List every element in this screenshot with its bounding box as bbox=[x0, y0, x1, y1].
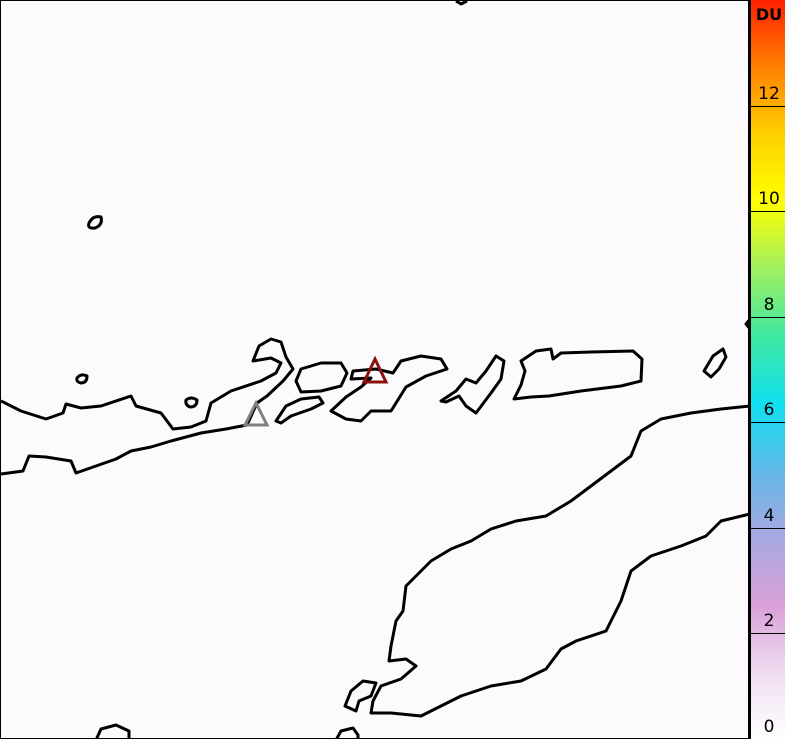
colorbar-tick bbox=[751, 527, 785, 529]
colorbar: DU 0 2 4 6 8 10 12 bbox=[749, 0, 785, 739]
colorbar-tick-label: 6 bbox=[763, 400, 775, 421]
volcano-triangle-icon-active[interactable] bbox=[361, 355, 389, 384]
colorbar-tick-label: 10 bbox=[758, 189, 780, 210]
colorbar-tick-label: 12 bbox=[758, 83, 780, 104]
island-small-3 bbox=[184, 396, 199, 409]
island-9 bbox=[702, 347, 728, 379]
island-small-1 bbox=[87, 215, 103, 230]
colorbar-unit: DU bbox=[755, 5, 783, 24]
colorbar-tick-label: 4 bbox=[763, 505, 775, 526]
colorbar-tick bbox=[751, 316, 785, 318]
island-bottom-1 bbox=[94, 723, 131, 739]
island-small-4 bbox=[343, 679, 378, 713]
island-timor bbox=[369, 404, 751, 718]
colorbar-tick bbox=[751, 105, 785, 107]
island-5 bbox=[274, 395, 325, 425]
coastline-map bbox=[0, 0, 752, 739]
island-edge bbox=[744, 318, 752, 330]
colorbar-tick-label: 0 bbox=[763, 717, 775, 737]
colorbar-tick-label: 2 bbox=[763, 611, 775, 632]
colorbar-tick bbox=[751, 422, 785, 424]
island-flores bbox=[0, 337, 295, 476]
island-small-2 bbox=[75, 373, 89, 385]
colorbar-tick bbox=[751, 633, 785, 635]
island-bottom-2 bbox=[334, 726, 360, 739]
island-8 bbox=[512, 347, 644, 401]
island-6 bbox=[329, 354, 449, 423]
island-top bbox=[455, 0, 468, 6]
island-7 bbox=[439, 354, 506, 415]
island-4 bbox=[294, 361, 349, 394]
map-panel bbox=[0, 0, 752, 739]
colorbar-tick bbox=[751, 211, 785, 213]
volcano-triangle-icon[interactable] bbox=[242, 399, 270, 427]
colorbar-tick-label: 8 bbox=[763, 294, 775, 315]
